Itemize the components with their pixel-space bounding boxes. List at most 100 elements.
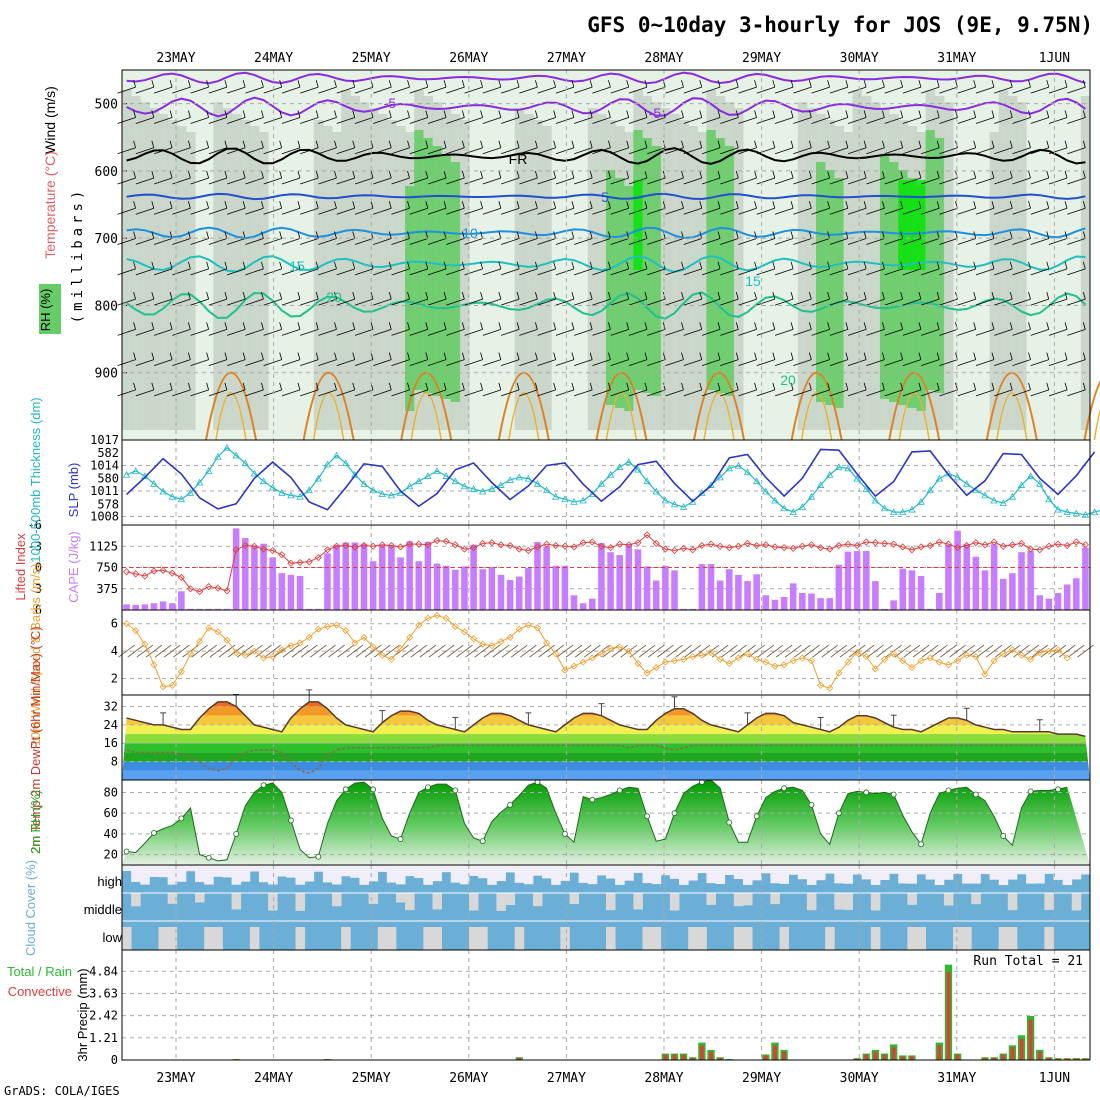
cloud-high-gap [505, 865, 516, 873]
surface-wind-barb [227, 644, 245, 658]
cloud-middle-gap [806, 893, 817, 911]
wind-barb-flag [845, 140, 849, 148]
boundary-isotherm [800, 392, 833, 441]
cloud-high-gap [962, 865, 972, 884]
wind-barb [592, 86, 611, 94]
li-point [880, 539, 889, 547]
wind-barb [1067, 207, 1086, 215]
wind-barb [774, 328, 794, 336]
li-point [835, 541, 843, 550]
wind-barb-flag [973, 140, 977, 148]
wind-barb-flag [1009, 80, 1013, 88]
wind-speed-point [460, 628, 469, 636]
wind-barb [263, 328, 282, 336]
cloud-middle-gap [167, 893, 178, 904]
wind-barb-flag [626, 110, 630, 118]
wind-barb-flag [644, 110, 648, 118]
wind-barb-flag [1009, 170, 1013, 179]
thickness-point [497, 481, 505, 488]
cape-bar [305, 608, 313, 610]
cloud-low-gap [779, 927, 790, 950]
wind-barb-flag [242, 231, 246, 239]
surface-wind-barb [730, 644, 747, 658]
thickness-tick-label: 580 [97, 472, 119, 486]
wind-barb [774, 86, 794, 94]
rh-tick-label: 20 [104, 848, 118, 862]
cloud-middle-gap [405, 893, 415, 911]
thickness-point [269, 483, 277, 491]
wind-barb-flag [498, 140, 502, 148]
wind-barb [628, 86, 648, 94]
li-point [652, 539, 660, 547]
wind-barb-flag [334, 170, 337, 179]
thickness-point [798, 503, 807, 510]
cape-tick-label: 1125 [89, 539, 118, 553]
wind-barb [1012, 298, 1031, 306]
wind-barb [720, 207, 739, 215]
wind-speed-point [269, 653, 277, 661]
wind-speed-point [305, 633, 313, 641]
wind-barb-flag [443, 382, 447, 391]
wind-barb-flag [334, 110, 337, 118]
cloud-low-gap [213, 927, 223, 950]
rh-column-gray [870, 102, 881, 430]
cloud-high-gap [724, 865, 735, 876]
wind-barb-flag [991, 201, 995, 209]
precip-conv-bar [1065, 1058, 1069, 1060]
thickness-point [981, 491, 989, 499]
wind-barb [464, 389, 483, 397]
wind-barb-flag [1028, 291, 1031, 300]
wind-barb [574, 177, 593, 185]
li-point [661, 545, 669, 553]
surface-wind-barb [657, 644, 674, 658]
cape-bar [123, 604, 130, 610]
wind-barb [921, 177, 940, 185]
wind-barb [756, 147, 775, 155]
rh-point [260, 782, 267, 789]
rh-column-gray [989, 132, 1000, 430]
li-point [543, 540, 551, 548]
thickness-point [323, 460, 332, 468]
cape-bar [735, 574, 742, 610]
wind-speed-point [177, 668, 185, 676]
cape-bar [744, 581, 751, 610]
wind-barb [574, 328, 593, 336]
rh-column-gray [322, 126, 333, 430]
wind-speed-point [278, 646, 286, 654]
wind-barb-flag [297, 322, 301, 330]
wind-barb [281, 86, 301, 94]
cloud-middle-gap [1007, 893, 1018, 911]
wind-barb-flag [863, 80, 867, 88]
wind-speed-point [1027, 655, 1035, 663]
wind-barb [245, 238, 264, 245]
wind-barb-flag [407, 261, 410, 269]
wind-barb [574, 117, 593, 124]
wind-barb-flag [717, 110, 721, 118]
wind-barb [281, 389, 301, 397]
wind-speed-point [296, 639, 304, 647]
li-point [570, 543, 578, 551]
rh-column-gray [1080, 96, 1091, 430]
surface-wind-barb [1068, 644, 1085, 658]
cape-bar [251, 545, 258, 610]
wind-barb [866, 207, 885, 215]
wind-barb-flag [790, 110, 794, 118]
wind-barb-flag [553, 352, 557, 360]
wind-barb-flag [936, 201, 940, 209]
wind-barb [665, 177, 684, 185]
wind-barb-flag [498, 231, 502, 239]
wind-barb [373, 238, 392, 245]
thickness-point [807, 492, 816, 500]
wind-barb [208, 298, 228, 306]
wind-barb [245, 359, 264, 367]
surface-wind-barb [136, 644, 154, 658]
wind-barb [884, 298, 903, 306]
precip-conv-bar [937, 1045, 942, 1060]
cape-bar [424, 542, 432, 610]
wind-barb-flag [151, 291, 155, 300]
wind-barb [427, 177, 447, 185]
wind-barb [318, 177, 337, 185]
isotherm-label: 5 [601, 189, 609, 205]
cloud-high-gap [286, 865, 296, 878]
cloud-high-gap [313, 865, 324, 872]
